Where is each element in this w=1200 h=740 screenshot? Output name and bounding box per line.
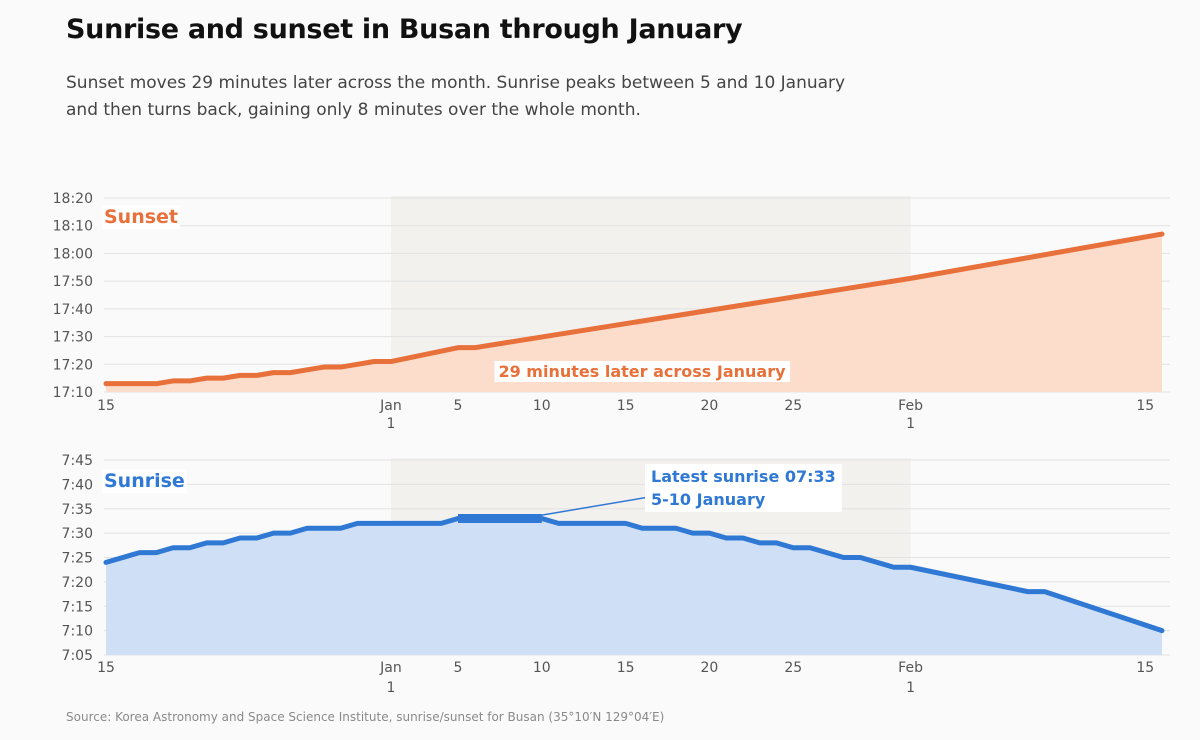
annotation-leader-line [527, 496, 650, 519]
x-tick-label: 15 [97, 398, 115, 414]
chart-subtitle: Sunset moves 29 minutes later across the… [66, 73, 846, 120]
x-tick-label: 20 [701, 660, 719, 676]
x-tick-label: 25 [784, 660, 802, 676]
x-tick-sublabel: 1 [386, 680, 395, 696]
x-tick-label: 5 [454, 660, 463, 676]
sunset-panel: 17:10 17:20 17:30 17:40 17:50 18:00 18:10 18:20… [53, 191, 1170, 432]
series-label-background [102, 469, 187, 493]
x-tick-label: 5 [454, 398, 463, 414]
x-tick-label: 15 [1136, 660, 1154, 676]
y-tick-label: 18:20 [53, 191, 93, 207]
x-tick-label: 10 [533, 398, 551, 414]
x-tick-label: 20 [701, 398, 719, 414]
y-tick-label: 7:45 [62, 453, 93, 469]
source-note: Source: Korea Astronomy and Space Scienc… [66, 710, 665, 724]
annotation-background [645, 464, 842, 512]
sunrise-line [103, 516, 1165, 634]
series-label: Sunrise [104, 470, 185, 492]
series-label: Sunset [104, 206, 178, 228]
y-tick-label: 17:30 [53, 330, 93, 346]
sunset-annotation: 29 minutes later across January [498, 362, 786, 381]
y-tick-label: 17:50 [53, 274, 93, 290]
y-tick-label: 7:05 [62, 648, 93, 664]
x-tick-sublabel: 1 [906, 416, 915, 432]
x-tick-label: 10 [533, 660, 551, 676]
sunrise-annotation-line: 5-10 January [651, 490, 766, 509]
y-tick-label: 18:00 [53, 246, 93, 262]
sunrise-annotation-line: Latest sunrise 07:33 [651, 467, 836, 486]
sunrise-area [106, 518, 1162, 655]
y-tick-label: 7:35 [62, 502, 93, 518]
y-tick-label: 7:40 [62, 477, 93, 493]
series-label-background [102, 205, 181, 229]
x-tick-label: Jan [379, 398, 402, 414]
y-tick-label: 18:10 [53, 219, 93, 235]
sunrise-annotation: Latest sunrise 07:33 5-10 January [645, 464, 842, 512]
annotation-background [494, 361, 791, 382]
x-tick-label: 15 [1136, 398, 1154, 414]
sunset-line [103, 231, 1165, 387]
y-tick-label: 7:10 [62, 624, 93, 640]
x-tick-label: 15 [617, 398, 635, 414]
sunset-area [106, 234, 1162, 392]
peak-sunrise-bar [458, 514, 542, 523]
y-tick-label: 7:30 [62, 526, 93, 542]
x-tick-sublabel: 1 [386, 416, 395, 432]
y-tick-label: 7:15 [62, 599, 93, 615]
x-tick-sublabel: 1 [906, 680, 915, 696]
x-tick-label: Jan [379, 660, 402, 676]
x-tick-label: Feb [898, 398, 923, 414]
y-tick-label: 7:25 [62, 551, 93, 567]
y-tick-label: 17:40 [53, 302, 93, 318]
x-tick-label: 15 [617, 660, 635, 676]
x-tick-label: Feb [898, 660, 923, 676]
y-tick-label: 7:20 [62, 575, 93, 591]
x-tick-label: 15 [97, 660, 115, 676]
y-tick-label: 17:20 [53, 357, 93, 373]
x-tick-label: 25 [784, 398, 802, 414]
y-tick-label: 17:10 [53, 385, 93, 401]
chart-title: Sunrise and sunset in Busan through Janu… [66, 14, 743, 45]
